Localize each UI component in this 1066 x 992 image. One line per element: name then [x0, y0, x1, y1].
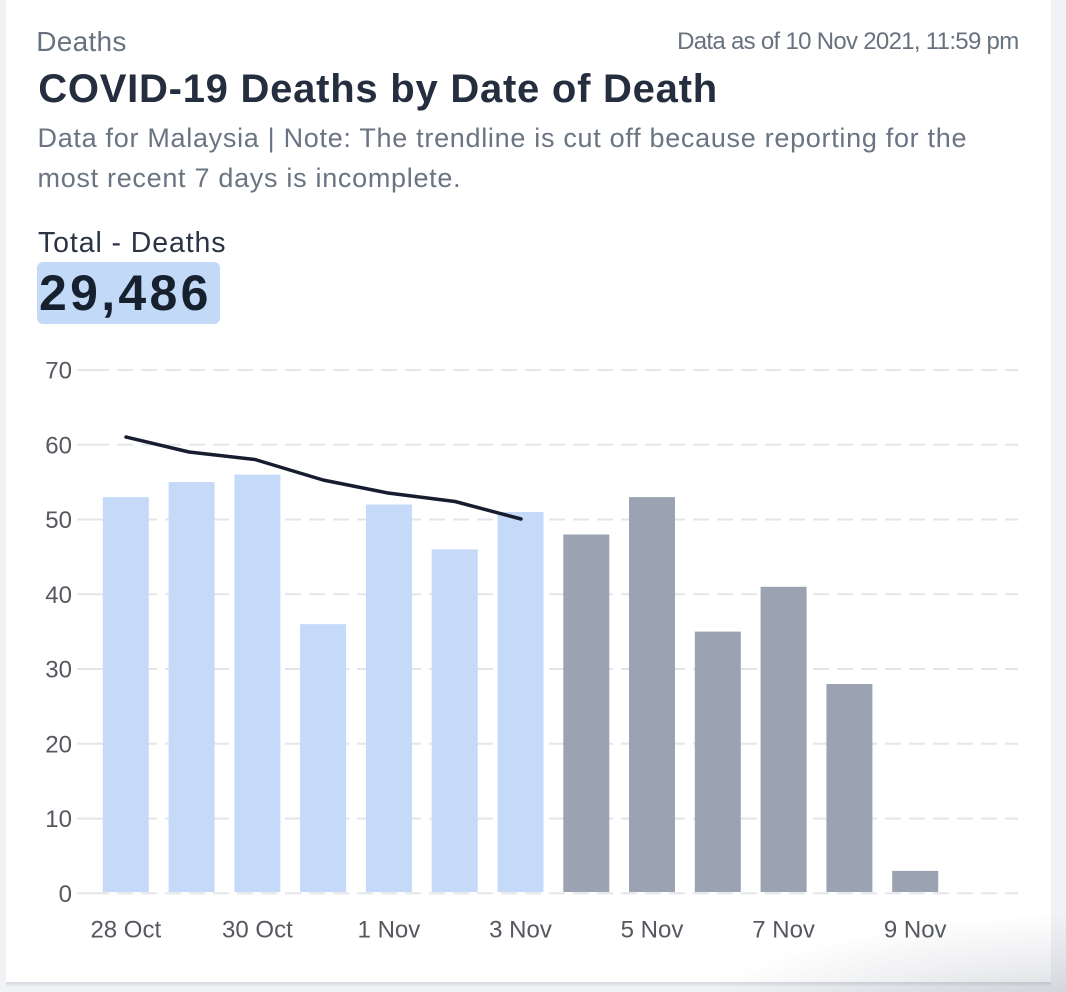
svg-text:0: 0 — [59, 881, 72, 908]
svg-text:60: 60 — [45, 432, 72, 459]
svg-text:10: 10 — [45, 806, 72, 833]
svg-text:3 Nov: 3 Nov — [489, 916, 552, 943]
svg-text:50: 50 — [45, 507, 72, 534]
svg-text:30: 30 — [45, 657, 72, 684]
svg-text:9 Nov: 9 Nov — [884, 916, 947, 943]
svg-text:28 Oct: 28 Oct — [90, 916, 161, 943]
svg-text:20: 20 — [45, 731, 72, 758]
svg-text:1 Nov: 1 Nov — [358, 916, 421, 943]
svg-text:7 Nov: 7 Nov — [752, 916, 815, 943]
svg-text:40: 40 — [45, 582, 72, 609]
svg-text:5 Nov: 5 Nov — [621, 916, 684, 943]
svg-text:70: 70 — [45, 358, 72, 385]
svg-text:30 Oct: 30 Oct — [222, 916, 293, 943]
